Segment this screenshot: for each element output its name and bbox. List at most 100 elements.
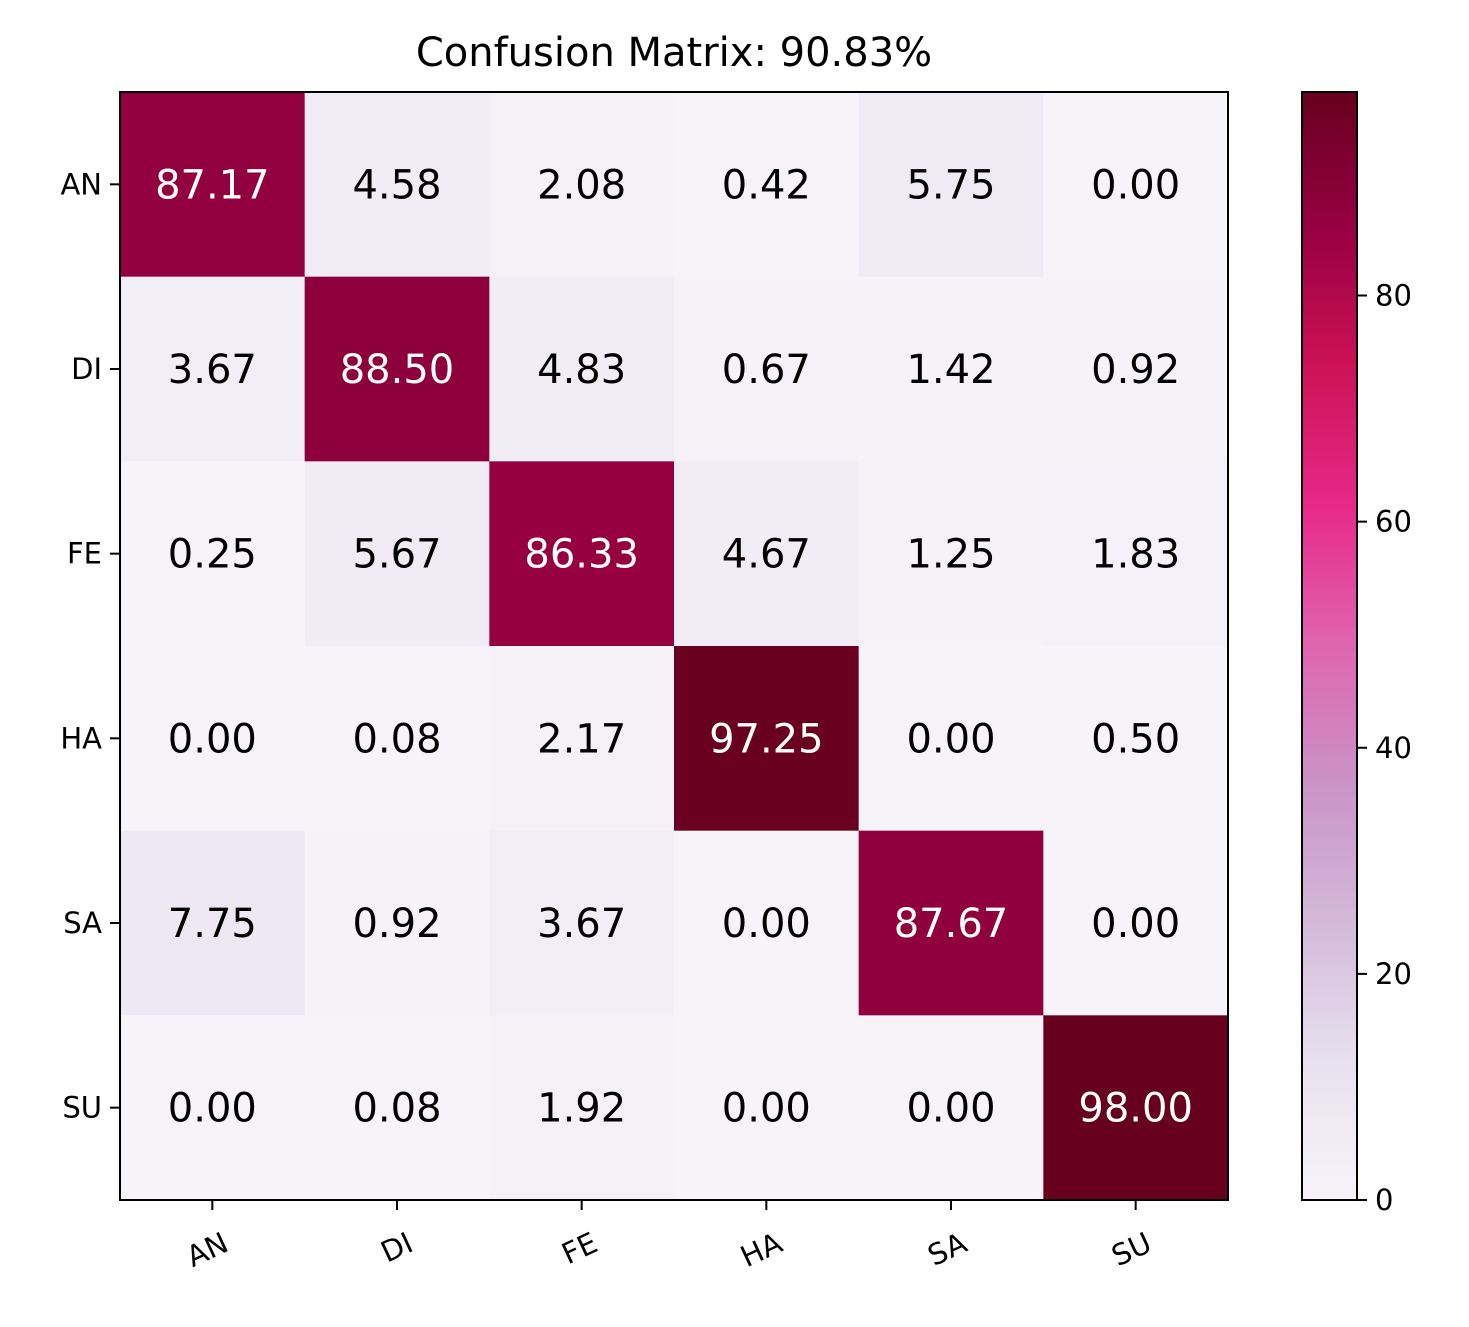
heatmap-cell: [1043, 276, 1229, 462]
cell-value-label: 97.25: [709, 716, 824, 762]
y-tick-label: FE: [67, 537, 102, 571]
cell-value-label: 1.92: [537, 1086, 626, 1132]
heatmap-cell: [858, 646, 1044, 832]
heatmap-cell: [489, 276, 675, 462]
colorbar-tick-label: 80: [1375, 279, 1412, 313]
cell-value-label: 5.67: [352, 532, 441, 578]
heatmap-cell-labels: 87.17 4.58 2.08 0.42 5.75 0.00 3.67 88.50 4.83 0.…: [155, 162, 1193, 1131]
cell-value-label: 1.42: [906, 347, 995, 393]
heatmap-cell: [120, 276, 306, 462]
colorbar-tick-label: 40: [1375, 731, 1412, 765]
plot-frame: [119, 91, 1229, 1201]
heatmap-cell: [1043, 1015, 1229, 1201]
colorbar-ticks: 0 20 40 60 80: [1357, 279, 1412, 1217]
cell-value-label: 87.67: [894, 901, 1009, 947]
y-tick-label: SA: [63, 906, 102, 940]
heatmap-cell: [304, 646, 490, 832]
cell-value-label: 0.00: [168, 716, 257, 762]
heatmap-cell: [858, 1015, 1044, 1201]
cell-value-label: 0.00: [906, 716, 995, 762]
heatmap-cell: [489, 461, 675, 647]
heatmap-cell: [1043, 461, 1229, 647]
y-tick-label: DI: [71, 352, 102, 386]
cell-value-label: 98.00: [1078, 1086, 1193, 1132]
x-tick-label: SA: [922, 1225, 972, 1272]
cell-value-label: 0.25: [168, 532, 257, 578]
heatmap-cell: [489, 1015, 675, 1201]
heatmap-cell: [674, 461, 860, 647]
cell-value-label: 0.00: [722, 901, 811, 947]
x-tick-label: HA: [735, 1225, 787, 1273]
heatmap-cell: [120, 830, 306, 1016]
cell-value-label: 4.83: [537, 347, 626, 393]
heatmap-cell: [304, 830, 490, 1016]
heatmap-cell: [304, 461, 490, 647]
cell-value-label: 0.00: [1091, 901, 1180, 947]
heatmap-cell: [304, 1015, 490, 1201]
cell-value-label: 1.25: [906, 532, 995, 578]
cell-value-label: 0.00: [722, 1086, 811, 1132]
heatmap-cell: [120, 646, 306, 832]
x-tick-label: SU: [1106, 1226, 1156, 1274]
cell-value-label: 4.58: [352, 162, 441, 208]
cell-value-label: 3.67: [537, 901, 626, 947]
cell-value-label: 0.42: [722, 162, 811, 208]
cell-value-label: 0.67: [722, 347, 811, 393]
cell-value-label: 0.00: [906, 1086, 995, 1132]
x-tick-label: FE: [557, 1226, 603, 1272]
heatmap-cell: [489, 646, 675, 832]
cell-value-label: 0.08: [352, 716, 441, 762]
heatmap-cell: [489, 92, 675, 278]
heatmap-cell: [858, 92, 1044, 278]
heatmap-cell: [1043, 92, 1229, 278]
heatmap-cell: [858, 276, 1044, 462]
heatmap-cell: [304, 276, 490, 462]
heatmap-cell: [674, 92, 860, 278]
heatmap-cell: [674, 830, 860, 1016]
colorbar: [1302, 92, 1357, 1200]
cell-value-label: 0.00: [168, 1086, 257, 1132]
x-axis-ticks: AN DI FE HA SA SU: [181, 1200, 1157, 1274]
x-tick-label: AN: [181, 1226, 233, 1274]
heatmap-cell: [858, 830, 1044, 1016]
cell-value-label: 0.08: [352, 1086, 441, 1132]
heatmap-cell: [1043, 646, 1229, 832]
heatmap-cells: [120, 92, 1229, 1201]
cell-value-label: 88.50: [340, 347, 455, 393]
y-axis-ticks: AN DI FE HA SA SU: [60, 167, 120, 1125]
y-tick-label: AN: [60, 167, 102, 201]
heatmap-cell: [674, 276, 860, 462]
heatmap-cell: [1043, 830, 1229, 1016]
cell-value-label: 86.33: [524, 532, 639, 578]
cell-value-label: 0.92: [1091, 347, 1180, 393]
cell-value-label: 0.00: [1091, 162, 1180, 208]
cell-value-label: 0.92: [352, 901, 441, 947]
cell-value-label: 1.83: [1091, 532, 1180, 578]
heatmap-cell: [674, 1015, 860, 1201]
cell-value-label: 2.08: [537, 162, 626, 208]
colorbar-tick-label: 60: [1375, 505, 1412, 539]
x-tick-label: DI: [376, 1226, 418, 1270]
colorbar-tick-label: 20: [1375, 957, 1412, 991]
heatmap-cell: [489, 830, 675, 1016]
y-tick-label: SU: [62, 1091, 102, 1125]
heatmap-cell: [120, 461, 306, 647]
heatmap-cell: [858, 461, 1044, 647]
heatmap-cell: [674, 646, 860, 832]
cell-value-label: 5.75: [906, 162, 995, 208]
cell-value-label: 4.67: [722, 532, 811, 578]
cell-value-label: 0.50: [1091, 716, 1180, 762]
heatmap-cell: [120, 92, 306, 278]
heatmap-cell: [120, 1015, 306, 1201]
chart-title: Confusion Matrix: 90.83%: [416, 30, 932, 76]
y-tick-label: HA: [60, 721, 102, 755]
colorbar-frame: [1301, 91, 1358, 1201]
cell-value-label: 7.75: [168, 901, 257, 947]
cell-value-label: 87.17: [155, 162, 270, 208]
heatmap-cell: [304, 92, 490, 278]
cell-value-label: 2.17: [537, 716, 626, 762]
colorbar-tick-label: 0: [1375, 1183, 1393, 1217]
cell-value-label: 3.67: [168, 347, 257, 393]
